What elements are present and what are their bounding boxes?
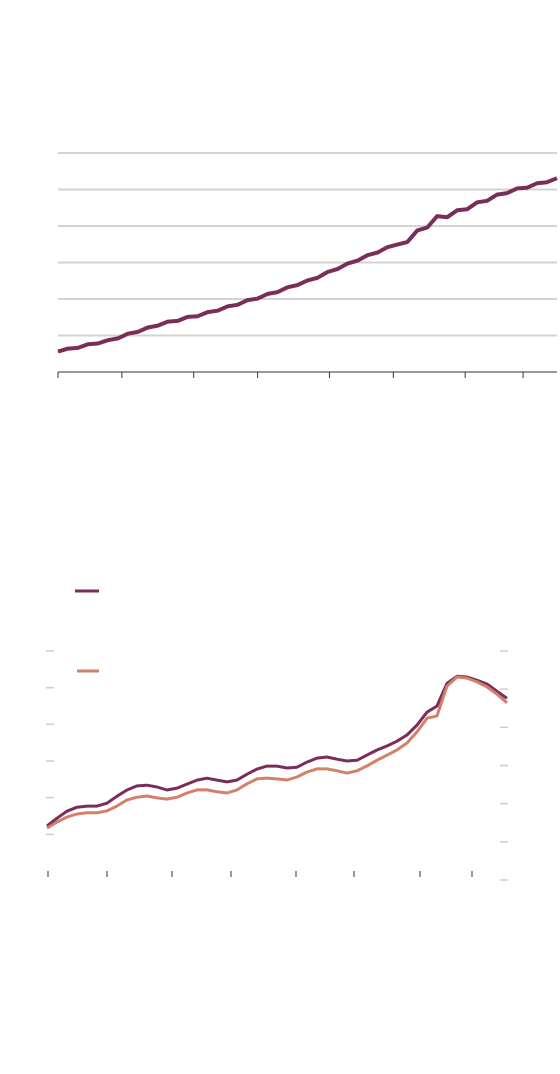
- series-line: [46, 675, 508, 830]
- series-line: [46, 674, 508, 828]
- series-line: [57, 176, 558, 354]
